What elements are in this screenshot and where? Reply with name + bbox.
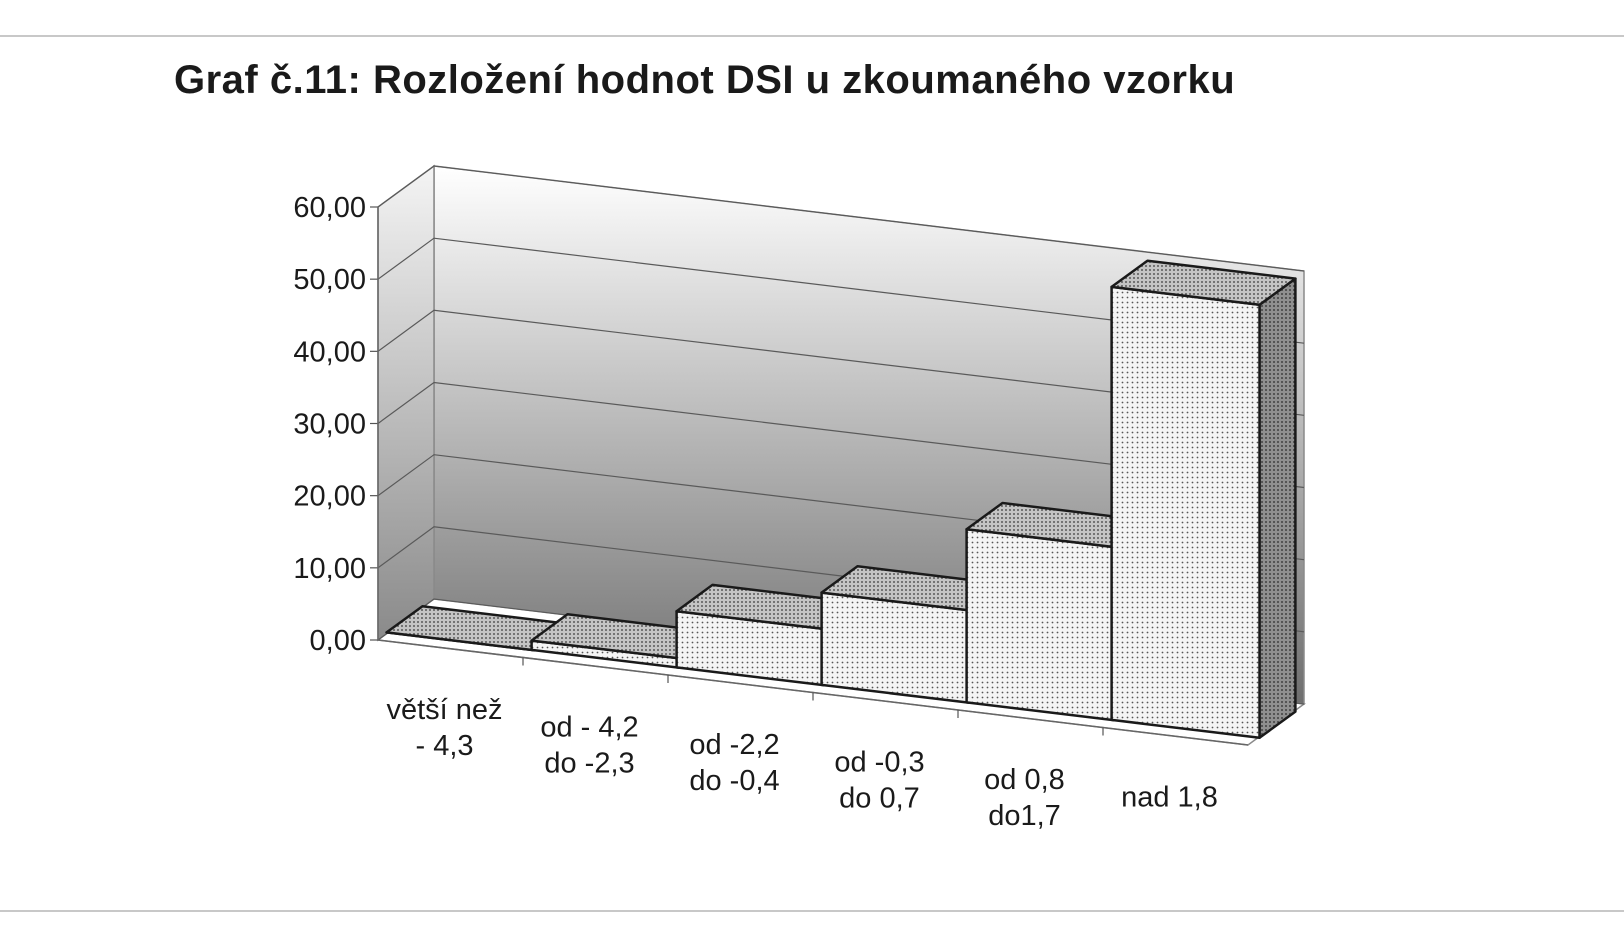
bar-front [965, 527, 1116, 722]
gridline [377, 237, 1305, 344]
x-tick-label-line: nad 1,8 [1121, 781, 1218, 813]
y-tick-label: 60,00 [293, 192, 366, 224]
x-tick-label-line: do 0,7 [839, 782, 920, 814]
x-tick-label: od - 4,2 do -2,3 [540, 711, 638, 779]
gridline [377, 309, 1305, 416]
top-rule [0, 35, 1624, 37]
x-tick-label-line: od - 4,2 [540, 711, 638, 743]
x-tick-label: větší než - 4,3 [386, 694, 502, 762]
gridline [377, 165, 1305, 272]
bar [675, 583, 862, 687]
x-tick-label-line: od 0,8 [984, 764, 1065, 796]
bar-front [820, 591, 971, 705]
x-tick-label-line: do -2,3 [544, 747, 634, 779]
y-tick-label: 30,00 [293, 409, 366, 441]
bottom-rule [0, 910, 1624, 912]
y-tick-label: 40,00 [293, 336, 366, 368]
chart-title: Graf č.11: Rozložení hodnot DSI u zkouma… [174, 58, 1236, 102]
bar-front [1110, 285, 1261, 740]
x-tick-label: nad 1,8 [1121, 781, 1218, 813]
x-tick-label: od -0,3 do 0,7 [834, 746, 924, 814]
x-tick-label-line: od -2,2 [689, 729, 779, 761]
x-tick-label-line: do1,7 [988, 800, 1061, 832]
y-tick-label: 20,00 [293, 481, 366, 513]
gridline [377, 381, 1305, 489]
y-tick-label: 50,00 [293, 264, 366, 296]
bar [1110, 259, 1297, 740]
x-tick-label: od -2,2 do -0,4 [689, 729, 779, 797]
x-tick-label-line: - 4,3 [415, 730, 473, 762]
x-tick-label-line: od -0,3 [834, 746, 924, 778]
bar-side [1258, 277, 1297, 740]
x-tick-label-line: větší než [386, 694, 502, 726]
bar-top [1110, 259, 1297, 307]
y-tick-label: 10,00 [293, 553, 366, 585]
y-tick-label: 0,00 [310, 625, 366, 657]
x-tick-label: od 0,8 do1,7 [984, 764, 1065, 832]
x-tick-label-line: do -0,4 [689, 765, 779, 797]
